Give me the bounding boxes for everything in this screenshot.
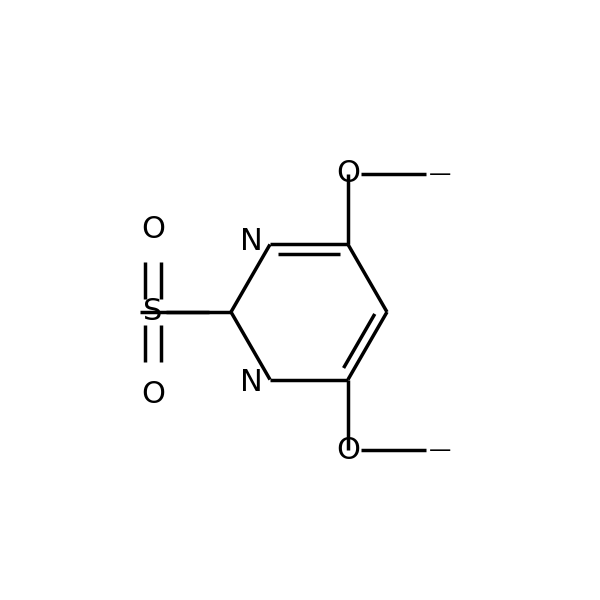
Text: —: —	[429, 164, 451, 184]
Text: O: O	[141, 380, 165, 409]
Text: S: S	[143, 298, 163, 326]
Text: —: —	[429, 440, 451, 460]
Text: N: N	[240, 368, 263, 397]
Text: N: N	[240, 227, 263, 256]
Text: O: O	[336, 436, 360, 465]
Text: O: O	[336, 159, 360, 188]
Text: O: O	[141, 215, 165, 244]
